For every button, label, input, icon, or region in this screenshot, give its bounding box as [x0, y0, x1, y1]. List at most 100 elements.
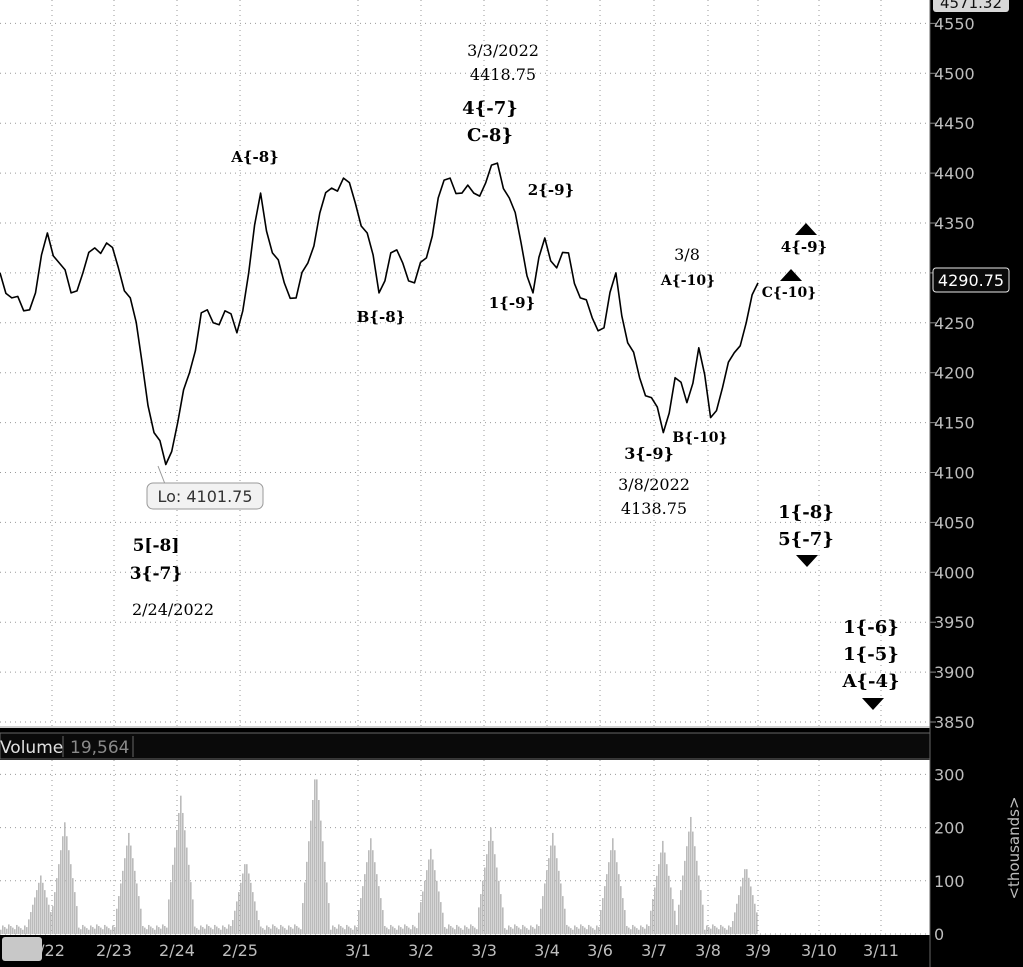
volume-bar	[108, 928, 110, 934]
volume-bar	[52, 906, 54, 934]
volume-bar	[490, 827, 492, 934]
volume-tick-label: 300	[934, 765, 965, 784]
volume-bar	[508, 925, 510, 934]
volume-bar	[524, 926, 526, 934]
volume-bar	[186, 847, 188, 934]
volume-bar	[212, 929, 214, 934]
volume-bar	[456, 924, 458, 934]
volume-bar	[98, 926, 100, 934]
volume-bar	[426, 870, 428, 934]
volume-bar	[60, 850, 62, 934]
volume-bar	[46, 897, 48, 934]
volume-bar	[160, 928, 162, 934]
volume-bar	[570, 928, 572, 934]
volume-bar	[80, 929, 82, 934]
x-tick-label: /22	[39, 941, 65, 960]
volume-bar	[232, 920, 234, 934]
y-tick-label: 4000	[934, 563, 975, 582]
volume-bar	[670, 887, 672, 934]
wave-label: 1{-8}	[778, 502, 834, 523]
volume-bar	[308, 841, 310, 934]
volume-bar	[366, 862, 368, 934]
volume-bar	[122, 870, 124, 934]
volume-bar	[720, 924, 722, 934]
x-tick-label: 3/2	[408, 941, 434, 960]
volume-bar	[220, 929, 222, 934]
volume-bar	[654, 887, 656, 934]
volume-bar	[730, 927, 732, 934]
volume-bar	[504, 928, 506, 934]
low-callout-box	[146, 482, 264, 510]
volume-bar	[130, 845, 132, 934]
volume-bar	[722, 926, 724, 934]
volume-bar	[64, 822, 66, 934]
volume-bar	[644, 928, 646, 934]
volume-bar	[322, 841, 324, 934]
volume-bar	[452, 927, 454, 934]
volume-bar	[296, 926, 298, 934]
volume-bar	[746, 869, 748, 934]
volume-bar	[358, 910, 360, 934]
volume-bar	[344, 929, 346, 934]
wave-label: 3/8	[674, 245, 700, 264]
volume-bar	[148, 924, 150, 934]
volume-bar	[586, 929, 588, 934]
volume-bar	[444, 927, 446, 934]
volume-bar	[242, 873, 244, 934]
volume-bar	[306, 861, 308, 934]
volume-bar	[750, 886, 752, 934]
wave-label: 1{-9}	[489, 294, 535, 312]
volume-bar	[180, 795, 182, 934]
volume-bar	[594, 929, 596, 934]
x-tick-label: 3/7	[641, 941, 667, 960]
volume-bar	[184, 830, 186, 934]
volume-bar	[2, 925, 4, 934]
volume-tick-label: 100	[934, 872, 965, 891]
x-tick-label: 3/10	[801, 941, 837, 960]
volume-bar	[408, 927, 410, 934]
volume-bar	[336, 928, 338, 934]
wave-label: 3{-7}	[130, 564, 183, 584]
volume-header	[0, 732, 931, 760]
volume-bar	[38, 882, 40, 934]
volume-bar	[718, 929, 720, 934]
volume-bar	[608, 862, 610, 934]
price-plot-area	[0, 0, 930, 726]
volume-bar	[578, 928, 580, 934]
volume-bar	[14, 929, 16, 934]
volume-bar	[262, 928, 264, 934]
volume-bar	[376, 874, 378, 934]
volume-bar	[606, 874, 608, 934]
volume-bar	[114, 927, 116, 934]
volume-bar	[144, 927, 146, 934]
y-tick-label: 3900	[934, 663, 975, 682]
volume-bar	[274, 926, 276, 934]
volume-bar	[42, 882, 44, 934]
volume-bar	[464, 925, 466, 934]
volume-bar	[394, 928, 396, 934]
volume-bar	[478, 907, 480, 934]
volume-bar	[82, 924, 84, 934]
volume-bar	[620, 886, 622, 934]
last-price-badge-text: 4290.75	[938, 271, 1004, 290]
volume-bar	[590, 926, 592, 934]
volume-bar	[500, 894, 502, 934]
last-price-badge-bg	[932, 267, 1010, 293]
volume-bar	[188, 864, 190, 934]
volume-bar	[104, 924, 106, 934]
volume-bar	[546, 870, 548, 934]
volume-bar	[120, 883, 122, 934]
volume-bar	[592, 928, 594, 934]
volume-bar	[648, 926, 650, 934]
volume-bar	[96, 924, 98, 934]
wave-label: 1{-6}	[843, 617, 899, 638]
volume-bar	[94, 928, 96, 934]
volume-bar	[542, 896, 544, 934]
volume-bar	[118, 896, 120, 934]
volume-bar	[90, 925, 92, 934]
y-tick-label: 4500	[934, 64, 975, 83]
volume-bar	[710, 928, 712, 934]
volume-bar	[380, 898, 382, 934]
volume-bar	[756, 912, 758, 934]
